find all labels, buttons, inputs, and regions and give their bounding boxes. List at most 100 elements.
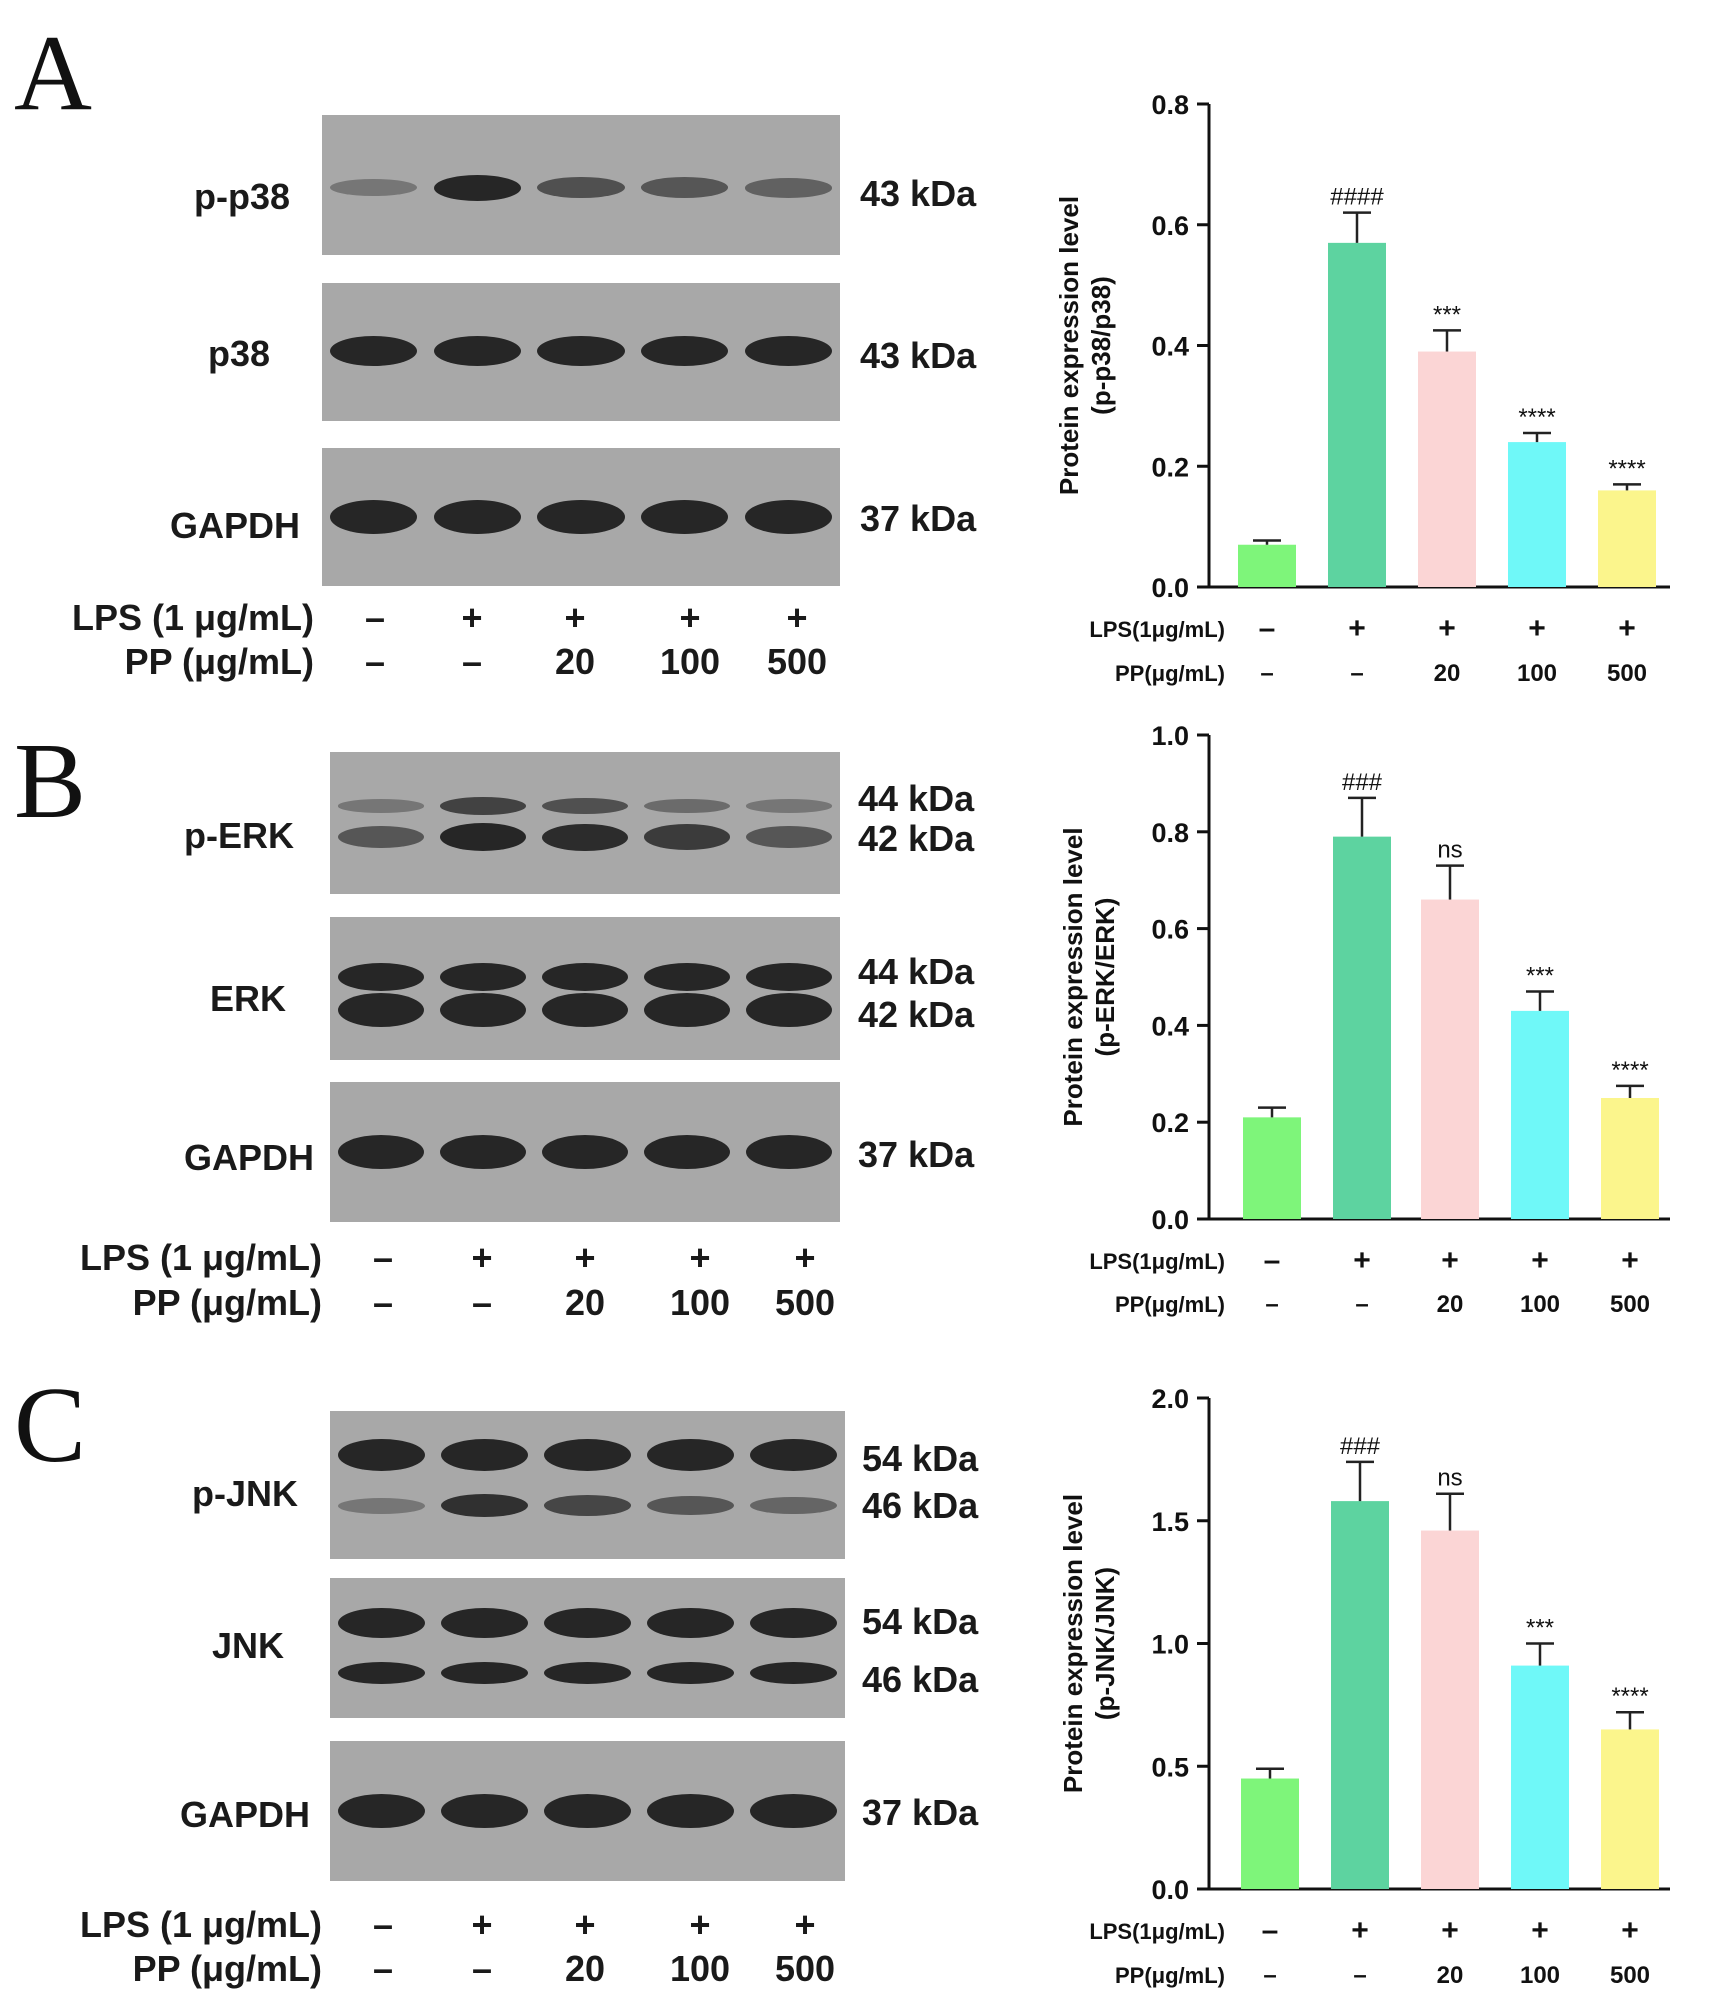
significance-label: *** [1433,301,1461,328]
pp-value: 100 [1520,1962,1560,1989]
blot-band [440,797,526,815]
blot-label: p-ERK [184,815,294,856]
y-tick-label: 0.6 [1151,211,1189,241]
lps-value: + [1531,1914,1549,1947]
blot-band [537,500,625,534]
lps-row-label: LPS (1 μg/mL) [79,1237,322,1278]
y-tick-label: 0.0 [1151,1205,1189,1235]
significance-label: **** [1608,455,1645,482]
blot-p38 [322,283,840,421]
bar [1508,442,1566,587]
y-tick-label: 0.0 [1151,1875,1189,1905]
y-axis-title-ratio: (p-ERK/ERK) [1090,898,1120,1057]
pp-value: 100 [1520,1291,1560,1318]
pp-value: 500 [774,1282,836,1323]
pp-row-label: PP(μg/mL) [1115,1963,1225,1988]
blot-band [544,1495,631,1517]
blot-band [338,1439,425,1472]
pp-value: 20 [554,641,596,682]
blot-band [744,500,832,534]
y-tick-label: 0.5 [1151,1752,1189,1782]
blot-band [537,177,625,199]
pp-row-label: PP (μg/mL) [132,1948,322,1989]
panel-letter-a: A [14,14,92,133]
y-tick-label: 0.6 [1151,915,1189,945]
pp-value: – [1260,660,1273,687]
lps-row-label: LPS (1 μg/mL) [79,1904,322,1945]
lps-value: + [1441,1914,1459,1947]
blot-band [330,500,418,534]
lps-value: + [461,597,483,638]
y-axis-title: Protein expression level [1058,827,1088,1126]
y-axis-title: Protein expression level [1054,196,1084,495]
lps-value: + [689,1237,711,1278]
lps-value: + [1438,612,1456,645]
kda-label: 46 kDa [862,1485,979,1526]
significance-label: ns [1437,837,1462,864]
pp-value: 500 [774,1948,836,1989]
blot-band [644,963,730,992]
pp-value: – [1350,660,1363,687]
blot-band [542,797,628,815]
lps-value: – [1264,1244,1281,1277]
kda-label: 54 kDa [862,1438,979,1479]
blot-label: GAPDH [179,1794,310,1835]
blot-band [338,799,424,813]
blot-p-p38 [322,115,840,255]
blot-band [647,1439,734,1472]
blot-band [537,335,625,366]
y-tick-label: 0.8 [1151,90,1189,120]
blot-band [542,992,628,1027]
lps-value: + [1621,1914,1639,1947]
pp-row-label: PP (μg/mL) [124,641,314,682]
lps-value: – [372,1237,394,1278]
lps-row-label: LPS(1μg/mL) [1089,617,1225,642]
blot-band [338,826,424,849]
bar [1601,1098,1659,1219]
blot-band [338,1135,424,1169]
pp-value: – [461,641,483,682]
pp-value: 100 [659,641,721,682]
blot-band [440,963,526,992]
kda-label: 46 kDa [862,1659,979,1700]
blot-band [440,823,526,852]
blot-band [330,179,418,197]
blot-band [338,992,424,1027]
kda-label: 44 kDa [858,778,975,819]
blot-band [644,1135,730,1169]
bar [1238,544,1296,587]
lps-row-label: LPS(1μg/mL) [1089,1919,1225,1944]
pp-row-label: PP (μg/mL) [132,1282,322,1323]
blot-band [338,1794,425,1828]
kda-label: 37 kDa [858,1134,975,1175]
lps-row-label: LPS (1 μg/mL) [71,597,314,638]
blot-band [441,1794,528,1828]
pp-value: – [372,1948,394,1989]
blot-label: p38 [207,333,270,374]
blot-label: p-JNK [192,1473,298,1514]
bar [1601,1729,1659,1889]
bar [1243,1117,1301,1219]
kda-label: 37 kDa [862,1792,979,1833]
blot-band [744,335,832,366]
pp-value: 20 [564,1282,606,1323]
bar [1421,1530,1479,1889]
blot-band [641,335,729,366]
blot-band [647,1607,734,1638]
lps-value: – [372,1904,394,1945]
lps-value: + [1621,1244,1639,1277]
bar [1511,1665,1569,1889]
blot-band [746,799,832,813]
kda-label: 54 kDa [862,1601,979,1642]
significance-label: **** [1611,1057,1648,1084]
y-tick-label: 0.4 [1151,332,1189,362]
y-axis-title: Protein expression level [1058,1494,1088,1793]
blot-band [441,1607,528,1638]
pp-value: 500 [1610,1962,1650,1989]
blot-band [433,174,521,201]
blot-band [542,963,628,992]
blot-band [440,992,526,1027]
pp-value: – [364,641,386,682]
kda-label: 43 kDa [860,335,977,376]
blot-band [647,1496,734,1516]
